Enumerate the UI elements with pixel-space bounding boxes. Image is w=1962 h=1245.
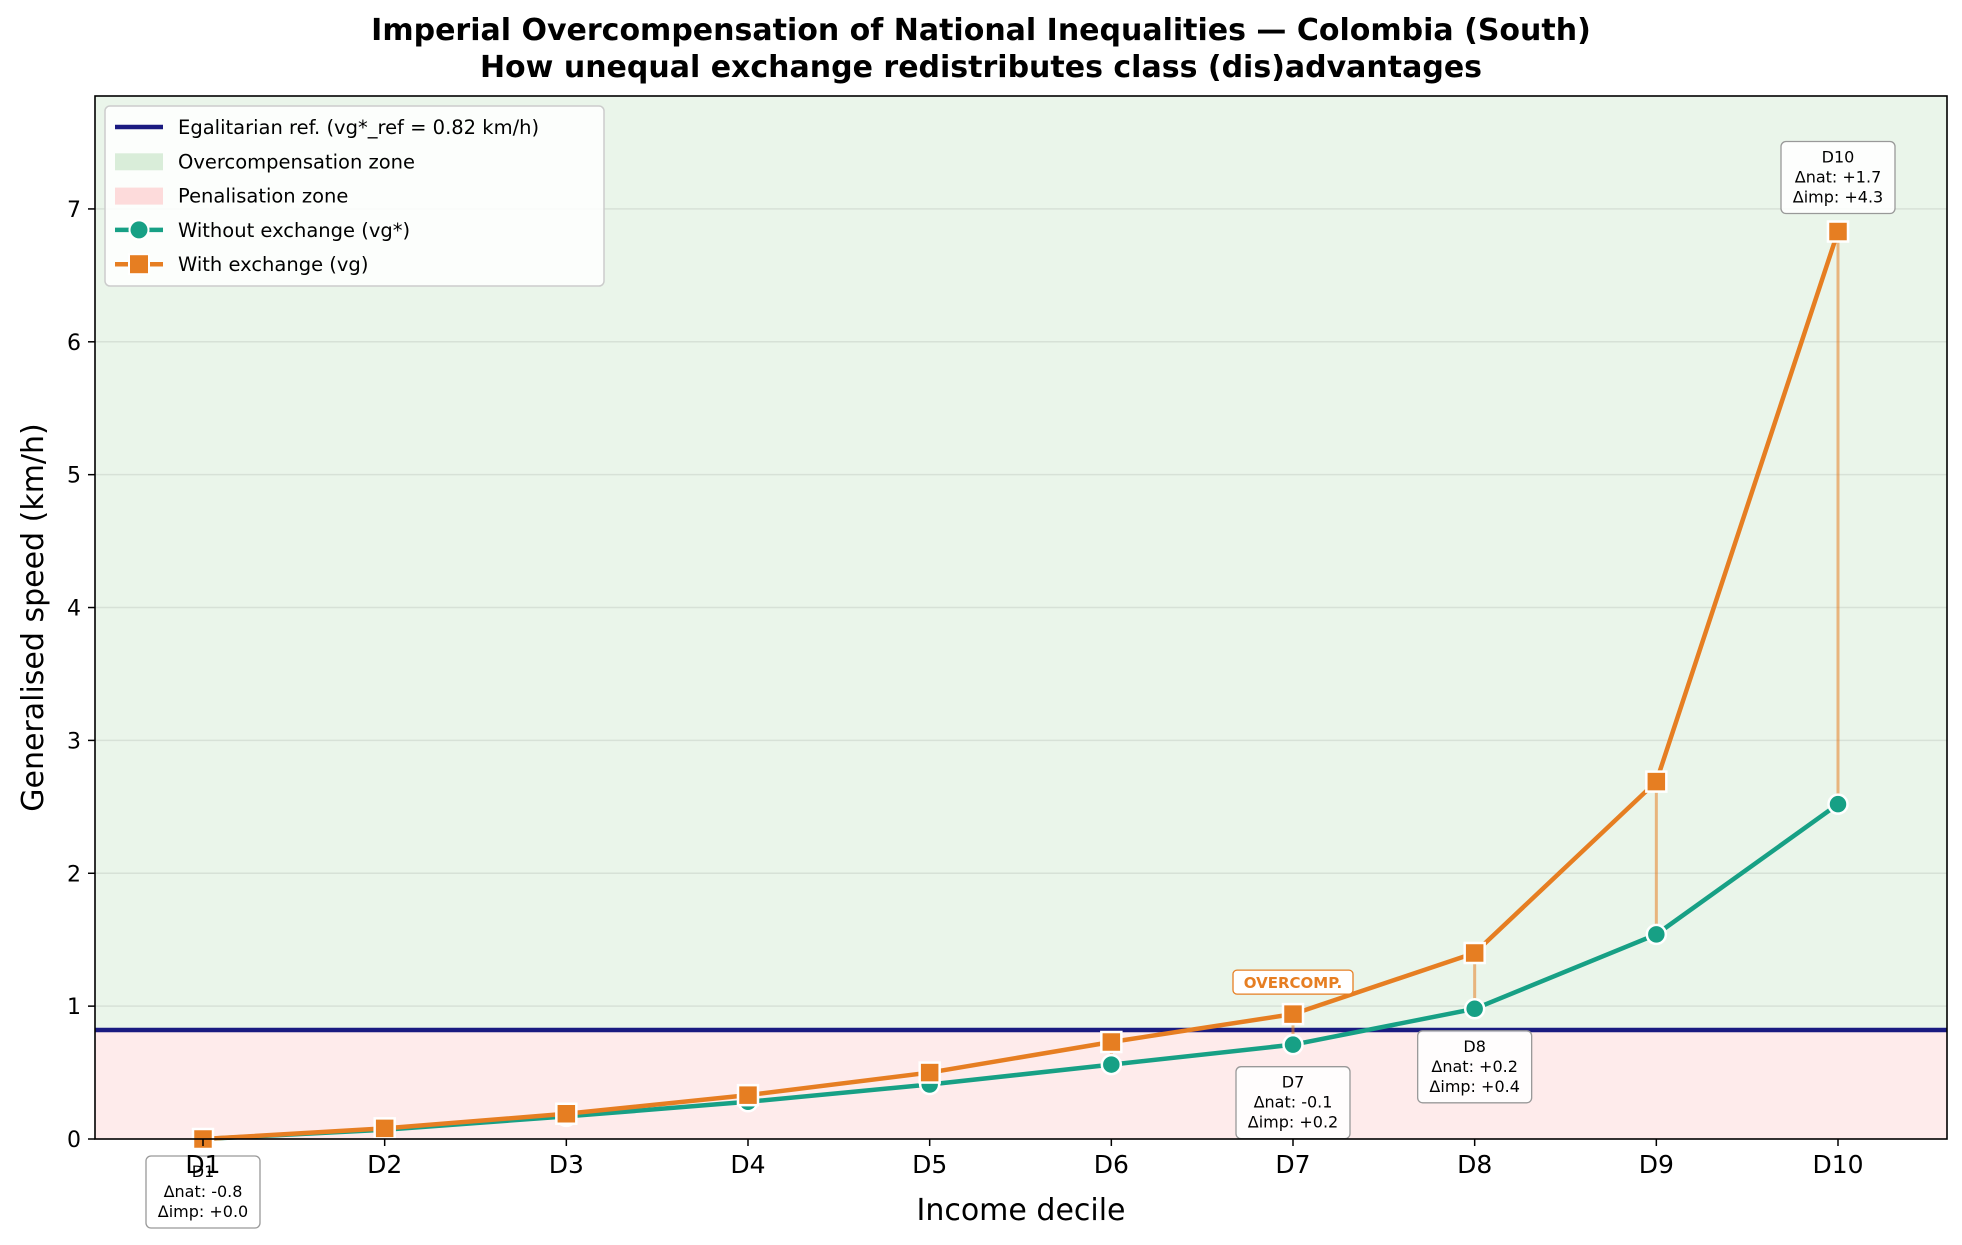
title-line: Imperial Overcompensation of National In… (371, 13, 1591, 48)
x-tick-label: D1 (185, 1150, 220, 1179)
annotation-text: Δnat: -0.1 (1254, 1093, 1333, 1112)
legend-label: Overcompensation zone (178, 150, 415, 173)
chart-title: Imperial Overcompensation of National In… (0, 12, 1962, 86)
legend-label: Penalisation zone (178, 185, 348, 208)
point-without-exchange (1100, 1053, 1123, 1076)
legend-without-exchange: Without exchange (vg*) (115, 219, 410, 242)
legend-penalisation: Penalisation zone (115, 185, 348, 208)
y-tick-label: 5 (67, 464, 81, 489)
point-without-exchange (1827, 793, 1849, 815)
annotation-text: Δimp: +4.3 (1793, 188, 1883, 207)
point-with-exchange (1281, 1002, 1305, 1026)
point-with-exchange (736, 1083, 760, 1107)
subtitle-line: How unequal exchange redistributes class… (479, 50, 1483, 85)
legend-patch-swatch (115, 187, 163, 205)
annotation-text: Δnat: -0.8 (164, 1182, 243, 1201)
annotation-text: Δnat: +1.7 (1795, 168, 1882, 187)
annotation-text: Δimp: +0.0 (158, 1202, 248, 1221)
annotation-text: D1 (192, 1162, 215, 1181)
plot-frame (94, 95, 1948, 1140)
x-tick-label: D7 (1275, 1150, 1310, 1179)
annotation-box (1780, 140, 1896, 215)
legend-label: Egalitarian ref. (vg*_ref = 0.82 km/h) (178, 116, 539, 139)
y-tick-label: 3 (67, 729, 81, 754)
x-tick-label: D6 (1094, 1150, 1129, 1179)
annotation-text: Δimp: +0.4 (1429, 1077, 1519, 1096)
x-axis-label: Income decile (916, 1193, 1125, 1228)
y-tick-label: 6 (67, 331, 81, 356)
y-tick-label: 1 (67, 995, 81, 1020)
y-tick-label: 0 (67, 1128, 81, 1153)
legend-reference: Egalitarian ref. (vg*_ref = 0.82 km/h) (115, 116, 539, 139)
y-axis-label: Generalised speed (km/h) (16, 423, 51, 812)
legend-label: Without exchange (vg*) (178, 219, 410, 242)
point-with-exchange (1100, 1030, 1123, 1054)
annotation-box (145, 1155, 261, 1229)
legend-with-exchange: With exchange (vg) (115, 253, 368, 276)
annotation-text: Δnat: +0.2 (1431, 1057, 1518, 1076)
penalisation-zone (95, 1030, 1947, 1139)
legend-marker (128, 253, 150, 276)
point-without-exchange (1463, 998, 1486, 1020)
axes-layer: 0 1 2 3 4 5 6 7 D1 D2 D3 D4 D5 D6 D7 D8 D9 D10 Income deci… (16, 95, 1948, 1228)
overcomp-callout: OVERCOMP. (1232, 969, 1354, 995)
legend-patch-swatch (115, 153, 163, 171)
annotation-text: D7 (1282, 1073, 1305, 1092)
x-tick-label: D4 (730, 1150, 765, 1179)
legend-marker (128, 219, 150, 241)
point-with-exchange (1645, 770, 1668, 793)
series-layer (191, 220, 1850, 1151)
callout-box (1232, 969, 1354, 995)
annotation-text: D10 (1822, 148, 1855, 167)
y-tick-label: 7 (67, 198, 81, 223)
x-tick-label: D9 (1639, 1150, 1674, 1179)
x-tick-label: D8 (1457, 1150, 1492, 1179)
legend-label: With exchange (vg) (178, 253, 368, 276)
annotation-text: D8 (1463, 1037, 1486, 1056)
annotation-text: Δimp: +0.2 (1248, 1113, 1338, 1132)
point-with-exchange (373, 1117, 396, 1140)
x-tick-label: D3 (549, 1150, 584, 1179)
point-without-exchange (1282, 1033, 1304, 1056)
legend: Egalitarian ref. (vg*_ref = 0.82 km/h) Ov… (104, 105, 605, 287)
callout-text: OVERCOMP. (1244, 974, 1342, 992)
x-tick-label: D2 (367, 1150, 402, 1179)
x-tick-label: D10 (1812, 1150, 1863, 1179)
point-with-exchange (918, 1061, 941, 1084)
point-without-exchange (1645, 923, 1668, 946)
annotation-box (1417, 1030, 1533, 1104)
legend-overcompensation: Overcompensation zone (115, 150, 415, 173)
legend-frame (104, 105, 605, 287)
y-tick-label: 2 (67, 862, 81, 887)
point-with-exchange (1463, 941, 1486, 965)
point-with-exchange (555, 1102, 578, 1126)
x-tick-label: D5 (912, 1150, 947, 1179)
y-tick-label: 4 (67, 597, 81, 622)
series-line-with-exchange (202, 230, 1841, 1142)
point-with-exchange (1826, 220, 1850, 243)
